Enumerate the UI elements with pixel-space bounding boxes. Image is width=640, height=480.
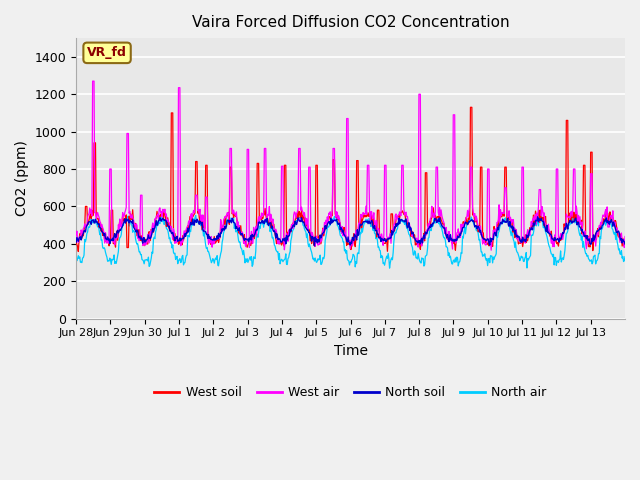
X-axis label: Time: Time: [333, 344, 367, 358]
Y-axis label: CO2 (ppm): CO2 (ppm): [15, 141, 29, 216]
Text: VR_fd: VR_fd: [87, 47, 127, 60]
Title: Vaira Forced Diffusion CO2 Concentration: Vaira Forced Diffusion CO2 Concentration: [192, 15, 509, 30]
Legend: West soil, West air, North soil, North air: West soil, West air, North soil, North a…: [150, 381, 552, 404]
